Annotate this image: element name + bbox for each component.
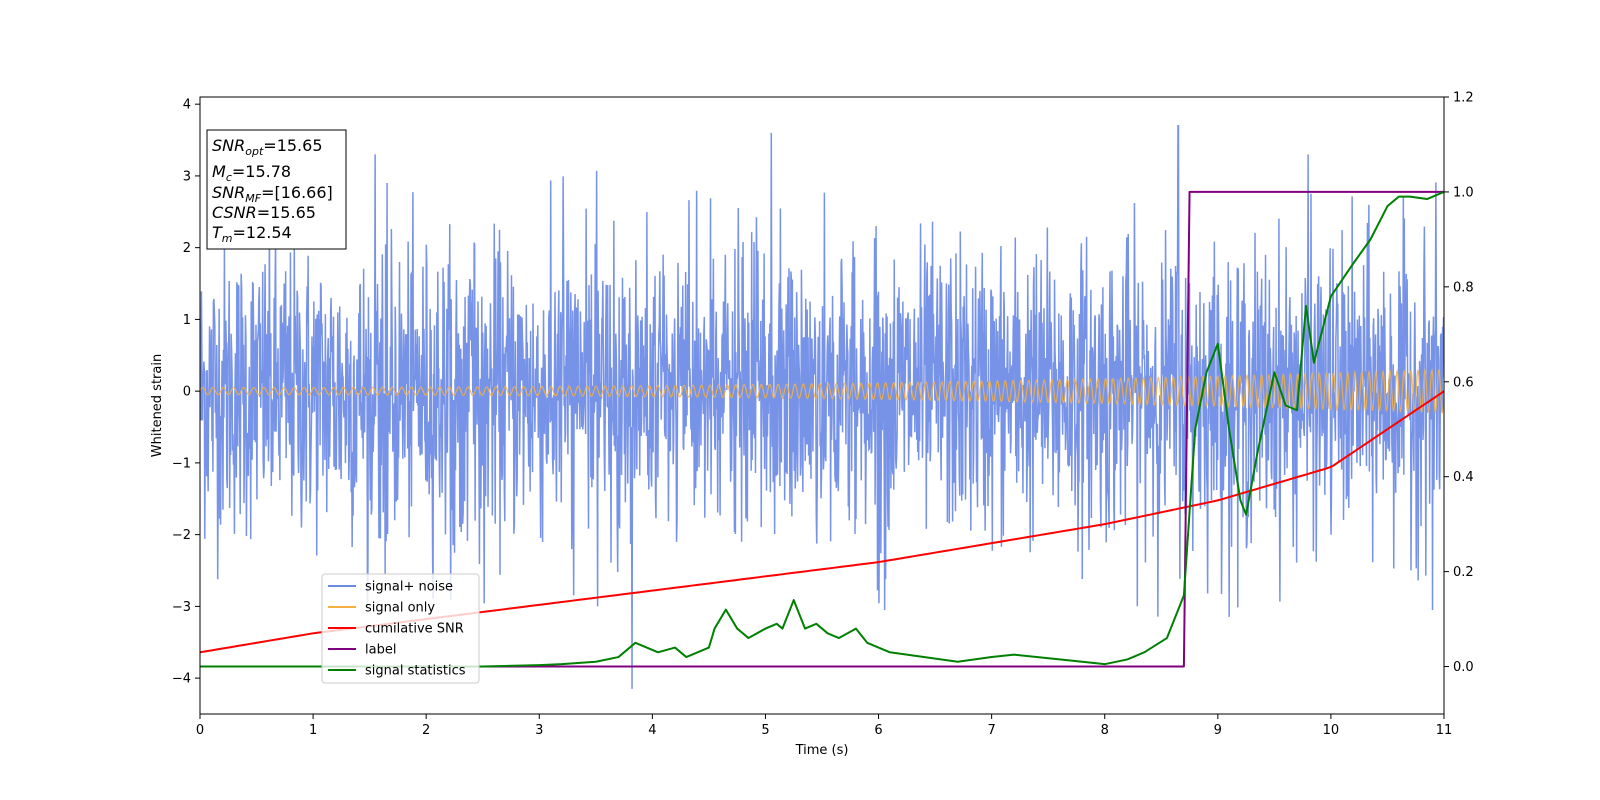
annotation-box: SNRopt=15.65 Mc=15.78SNRMF=[16.66]CSNR=15… (206, 129, 347, 250)
x-axis-title: Time (s) (795, 743, 849, 758)
x-tick-label: 8 (1101, 723, 1109, 738)
annotation-line: Mc=15.78 (212, 162, 291, 184)
y-axis-title: Whitened strain (150, 354, 165, 457)
annotation-line: SNRMF=[16.66] (212, 183, 333, 205)
y-right-tick-label: 0.2 (1453, 565, 1474, 580)
y-right-tick-label: 0.0 (1453, 660, 1474, 675)
annotation-line: SNRopt=15.65 (212, 136, 323, 158)
x-tick-label: 11 (1436, 723, 1453, 738)
y-left-tick-label: 4 (183, 98, 191, 113)
x-tick-label: 3 (535, 723, 543, 738)
x-tick-label: 5 (761, 723, 769, 738)
series-line (200, 124, 1444, 689)
x-tick-label: 1 (309, 723, 317, 738)
annotation-line: Tm=12.54 (212, 223, 292, 245)
annotation-frame (206, 129, 347, 250)
axes-layer: 0 1 2 3 4 5 6 7 8 9 10 1143210−1−2−3−41.21.00.80.60… (150, 91, 1474, 759)
legend-label: cumilative SNR (365, 622, 464, 637)
x-tick-label: 4 (648, 723, 656, 738)
y-left-tick-label: −3 (172, 600, 191, 615)
x-tick-label: 9 (1214, 723, 1222, 738)
y-right-tick-label: 0.8 (1453, 280, 1474, 295)
y-left-tick-label: −2 (172, 528, 191, 543)
legend-label: label (365, 643, 396, 658)
x-tick-label: 7 (987, 723, 995, 738)
legend-label: signal statistics (365, 664, 466, 679)
y-right-tick-label: 1.2 (1453, 91, 1474, 106)
plot-frame (199, 96, 1445, 715)
y-left-tick-label: 3 (183, 169, 191, 184)
series-line (200, 368, 1444, 415)
series-signal-noise (200, 124, 1444, 689)
series-line (200, 190, 1444, 668)
y-left-tick-label: 0 (183, 385, 191, 400)
legend: signal+ noise signal only cumilative SNR la… (321, 573, 480, 684)
y-left-tick-label: 2 (183, 241, 191, 256)
y-left-tick-label: −1 (172, 456, 191, 471)
series-line (200, 190, 1444, 668)
y-right-tick-label: 1.0 (1453, 185, 1474, 200)
x-tick-label: 2 (422, 723, 430, 738)
x-tick-label: 10 (1323, 723, 1340, 738)
y-left-tick-label: 1 (183, 313, 191, 328)
legend-label: signal+ noise (365, 580, 453, 595)
x-tick-label: 0 (196, 723, 204, 738)
series-label (200, 190, 1444, 668)
y-left-tick-label: −4 (172, 672, 191, 687)
x-tick-label: 6 (874, 723, 882, 738)
series-signal-only (200, 368, 1444, 415)
series-signal-statistics (200, 190, 1444, 668)
legend-label: signal only (365, 601, 435, 616)
y-right-tick-label: 0.4 (1453, 470, 1474, 485)
y-right-tick-label: 0.6 (1453, 375, 1474, 390)
annotation-line: CSNR=15.65 (212, 203, 316, 222)
legend-frame (321, 573, 480, 684)
